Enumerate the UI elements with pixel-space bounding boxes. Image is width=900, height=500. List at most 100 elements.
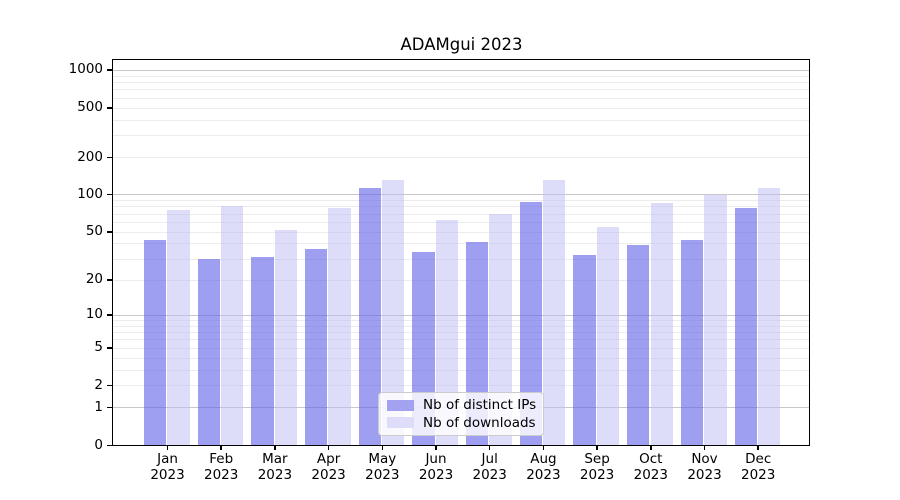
minor-gridline: [113, 347, 810, 349]
bar-downloads: [704, 194, 727, 445]
minor-gridline: [113, 325, 810, 327]
bar-downloads: [274, 229, 297, 445]
bar-distinct-ips: [251, 256, 274, 445]
bar-downloads: [167, 209, 190, 445]
y-tick-label: 50: [85, 223, 103, 240]
minor-gridline: [113, 82, 810, 84]
y-tick: [107, 406, 112, 409]
bar-downloads: [489, 213, 512, 445]
x-tick-label: Feb 2023: [204, 451, 239, 483]
x-tick-label: Sep 2023: [579, 451, 615, 483]
bar-downloads: [543, 179, 566, 445]
y-tick: [107, 193, 112, 196]
y-tick: [107, 384, 112, 387]
bar-distinct-ips: [143, 239, 167, 445]
x-tick-label: Nov 2023: [687, 451, 722, 483]
bar-distinct-ips: [519, 201, 543, 445]
bar-downloads: [328, 207, 351, 445]
y-tick: [107, 107, 112, 109]
x-tick: [542, 445, 545, 450]
x-tick-label: Jun 2023: [418, 451, 454, 483]
minor-gridline: [113, 157, 810, 159]
x-tick: [703, 445, 706, 450]
bar-distinct-ips: [627, 244, 650, 445]
major-gridline: [113, 194, 810, 196]
minor-gridline: [113, 200, 810, 202]
y-tick-label: 100: [77, 185, 103, 202]
minor-gridline: [113, 369, 810, 371]
x-tick: [488, 445, 491, 450]
bar-downloads: [596, 226, 620, 445]
y-tick-label: 200: [77, 148, 103, 165]
x-tick: [327, 445, 330, 450]
minor-gridline: [113, 206, 810, 208]
x-tick: [381, 445, 384, 450]
minor-gridline: [113, 97, 810, 99]
bar-distinct-ips: [197, 258, 220, 445]
chart-title: ADAMgui 2023: [400, 35, 523, 54]
minor-gridline: [113, 320, 810, 321]
y-tick-label: 1000: [68, 61, 103, 78]
y-tick-label: 1: [94, 398, 103, 415]
legend-swatch-ips: [387, 399, 414, 411]
minor-gridline: [113, 332, 810, 334]
minor-gridline: [113, 243, 810, 245]
minor-gridline: [113, 213, 810, 215]
x-tick: [596, 445, 598, 450]
x-tick: [220, 445, 222, 450]
legend-label-downloads: Nb of downloads: [423, 414, 536, 431]
x-tick: [274, 445, 276, 450]
major-gridline: [113, 69, 810, 71]
x-tick: [757, 445, 759, 450]
y-tick-label: 5: [94, 339, 103, 356]
minor-gridline: [113, 107, 810, 109]
y-tick: [107, 279, 112, 281]
legend-label-ips: Nb of distinct IPs: [423, 397, 537, 414]
y-tick: [107, 314, 112, 316]
bar-distinct-ips: [304, 249, 328, 445]
y-tick: [107, 231, 112, 233]
minor-gridline: [113, 258, 810, 260]
minor-gridline: [113, 231, 810, 233]
y-tick-label: 2: [94, 376, 103, 393]
bar-distinct-ips: [734, 207, 757, 445]
y-tick: [107, 156, 112, 159]
minor-gridline: [113, 75, 810, 77]
x-tick-label: Dec 2023: [741, 451, 776, 483]
x-tick: [435, 445, 437, 450]
bar-distinct-ips: [358, 187, 381, 445]
x-tick: [650, 445, 652, 450]
minor-gridline: [113, 221, 810, 223]
y-tick-label: 500: [77, 99, 103, 116]
y-tick: [107, 444, 112, 446]
legend-item-distinct-ips: Nb of distinct IPs: [387, 397, 537, 414]
minor-gridline: [113, 135, 810, 137]
x-tick-label: Aug 2023: [526, 451, 561, 483]
y-tick-label: 20: [85, 271, 103, 288]
x-tick-label: Oct 2023: [633, 451, 668, 483]
y-tick: [107, 69, 112, 71]
bar-downloads: [435, 220, 459, 445]
bar-downloads: [220, 205, 244, 445]
bar-downloads: [650, 203, 673, 445]
bar-distinct-ips: [573, 255, 596, 445]
minor-gridline: [113, 385, 810, 387]
minor-gridline: [113, 89, 810, 91]
minor-gridline: [113, 279, 810, 281]
x-tick-label: Jan 2023: [150, 451, 185, 483]
x-tick: [166, 445, 169, 450]
plot-area: Nb of distinct IPs Nb of downloads: [113, 60, 810, 445]
bar-distinct-ips: [680, 239, 704, 445]
x-tick-label: Jul 2023: [472, 451, 507, 483]
bar-downloads: [382, 180, 405, 445]
bar-downloads: [757, 188, 781, 445]
minor-gridline: [113, 357, 810, 359]
legend: Nb of distinct IPs Nb of downloads: [378, 392, 544, 436]
minor-gridline: [113, 339, 810, 341]
legend-item-downloads: Nb of downloads: [387, 414, 536, 431]
y-tick-label: 10: [85, 306, 103, 323]
x-tick-label: Apr 2023: [311, 451, 346, 483]
y-tick-label: 0: [94, 436, 103, 453]
x-tick-label: May 2023: [365, 451, 400, 483]
